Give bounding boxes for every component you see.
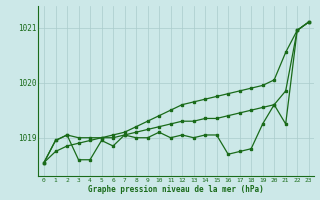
X-axis label: Graphe pression niveau de la mer (hPa): Graphe pression niveau de la mer (hPa) bbox=[88, 185, 264, 194]
